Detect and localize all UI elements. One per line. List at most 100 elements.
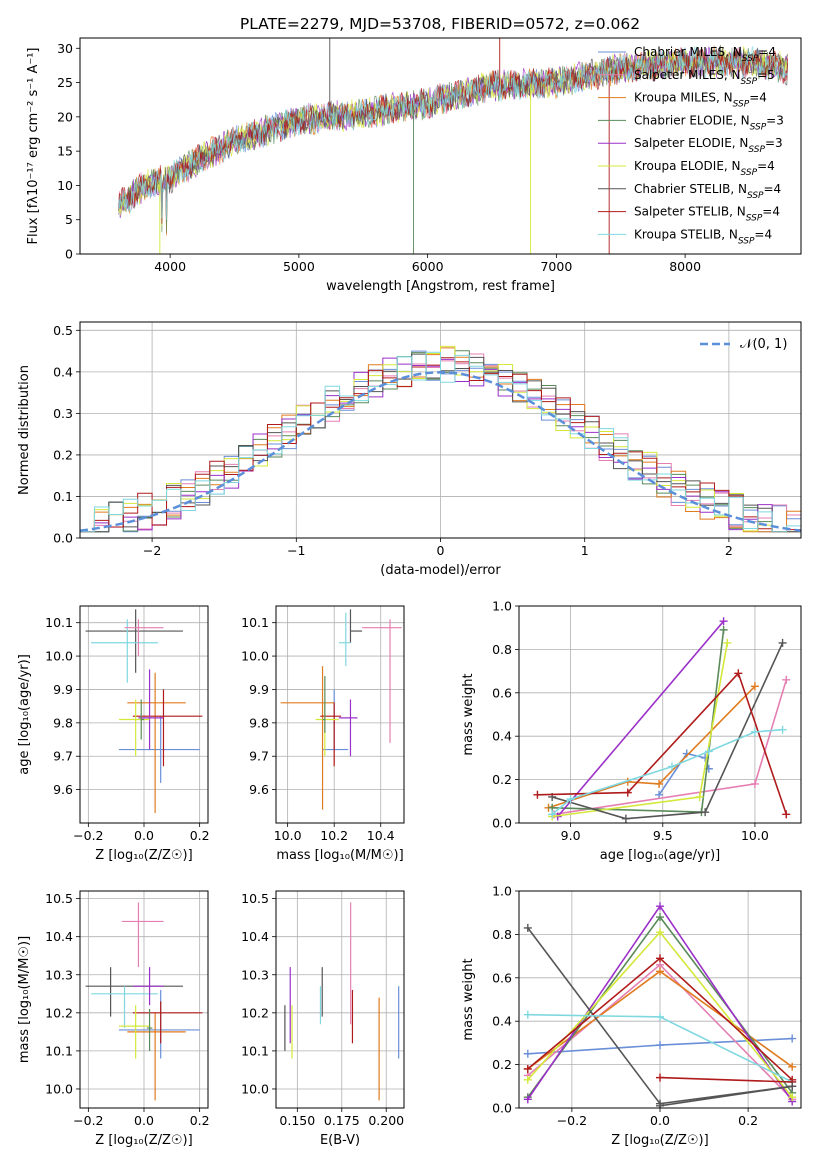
plot-area	[284, 902, 400, 1101]
x-tick-label: 0.0	[650, 1113, 670, 1128]
legend-entry: Salpeter STELIB, NSSP=4	[634, 205, 780, 224]
y-tick-label: 9.9	[249, 682, 269, 697]
y-tick-label: 25	[57, 75, 73, 90]
weight-point	[723, 638, 732, 647]
y-tick-label: 10.4	[45, 929, 73, 944]
x-axis-label: Z [log₁₀(Z/Z☉)]	[611, 1133, 708, 1148]
weight-point	[523, 1095, 532, 1104]
x-tick-label: 8000	[669, 259, 701, 274]
x-tick-label: 0.150	[279, 1113, 315, 1128]
legend-entry: Kroupa ELODIE, NSSP=4	[634, 159, 775, 178]
weight-point	[656, 928, 664, 937]
y-tick-label: 10.0	[45, 1081, 73, 1096]
x-tick-label: −0.2	[73, 1113, 103, 1128]
plot-area	[85, 609, 203, 813]
weight-point	[656, 913, 664, 922]
y-tick-label: 10	[57, 178, 73, 193]
weight-point	[788, 1034, 797, 1043]
y-tick-label: 15	[57, 144, 73, 159]
x-tick-label: 10.2	[320, 828, 348, 843]
weight-point	[778, 638, 787, 647]
weight-point	[778, 725, 787, 734]
plot-area	[533, 617, 791, 823]
x-tick-label: 0	[437, 543, 445, 558]
plot-area	[80, 345, 801, 538]
x-axis-label: mass [log₁₀(M/M☉)]	[276, 848, 403, 863]
x-tick-label: 10.4	[367, 828, 395, 843]
panel-age-vs-mass: 10.0 10.2 10.4 9.6 9.7 9.8 9.9 10.0 10.1 mass [lo…	[241, 605, 405, 863]
weight-line	[557, 620, 725, 818]
panel-mass-vs-Z: −0.2 0.0 0.2 10.0 10.1 10.2 10.3 10.4 10.5 Z [log…	[17, 890, 210, 1148]
axes-frame	[79, 37, 802, 255]
x-tick-label: 5000	[283, 259, 315, 274]
y-tick-label: 1.0	[492, 599, 512, 614]
panel-age-vs-Z: −0.2 0.0 0.2 9.6 9.7 9.8 9.9 10.0 10.1 Z [log₁₀(Z…	[17, 605, 210, 863]
x-tick-label: 0.2	[190, 828, 210, 843]
x-tick-label: 2	[725, 543, 733, 558]
plot-area	[523, 902, 797, 1108]
legend-entry: Chabrier ELODIE, NSSP=3	[634, 113, 784, 132]
y-tick-label: 1.0	[492, 884, 512, 899]
weight-point	[750, 779, 759, 788]
y-tick-label: 0.6	[492, 970, 512, 985]
y-tick-label: 20	[57, 109, 73, 124]
y-tick-label: 0	[65, 247, 73, 262]
y-tick-label: 0.3	[53, 406, 73, 421]
weight-point	[667, 762, 676, 771]
y-tick-label: 10.2	[241, 1005, 269, 1020]
weight-point	[695, 792, 704, 801]
weight-point	[788, 1093, 797, 1102]
weight-point	[523, 1049, 532, 1058]
plot-area	[118, 38, 788, 254]
x-axis-label: Z [log₁₀(Z/Z☉)]	[95, 1133, 192, 1148]
weight-point	[656, 967, 664, 976]
x-tick-label: 7000	[540, 259, 572, 274]
axes-frame	[275, 605, 405, 824]
plot-area	[85, 902, 203, 1101]
y-tick-label: 9.7	[53, 749, 73, 764]
y-tick-label: 0.1	[53, 489, 73, 504]
y-tick-label: 0.4	[492, 1014, 512, 1029]
weight-point	[719, 617, 728, 626]
x-tick-label: 0.175	[324, 1113, 360, 1128]
y-tick-label: 9.8	[53, 715, 73, 730]
x-tick-label: 10.0	[741, 828, 769, 843]
weight-point	[548, 810, 557, 819]
weight-point	[782, 810, 791, 819]
y-tick-label: 9.6	[249, 782, 269, 797]
x-tick-label: 6000	[412, 259, 444, 274]
weight-point	[734, 669, 743, 678]
y-tick-label: 0.2	[492, 1057, 512, 1072]
y-tick-label: 10.2	[45, 1005, 73, 1020]
weight-line	[551, 642, 784, 820]
x-tick-label: 9.5	[653, 828, 673, 843]
weight-point	[623, 788, 632, 797]
y-tick-label: 10.5	[241, 891, 269, 906]
y-axis-label: Normed distribution	[17, 365, 32, 495]
y-tick-label: 0.8	[492, 927, 512, 942]
x-tick-label: 1	[581, 543, 589, 558]
y-tick-label: 0.4	[53, 364, 73, 379]
x-tick-label: 0.0	[134, 828, 154, 843]
legend-entry: 𝒩(0, 1)	[740, 337, 787, 352]
weight-point	[656, 1073, 664, 1082]
x-axis-label: (data-model)/error	[380, 563, 501, 578]
y-tick-label: 5	[65, 212, 73, 227]
axes-frame	[518, 605, 802, 824]
y-tick-label: 0.2	[53, 447, 73, 462]
y-tick-label: 10.0	[241, 649, 269, 664]
weight-point	[750, 682, 759, 691]
weight-point	[750, 727, 759, 736]
weight-point	[719, 625, 728, 634]
spectrum-line	[118, 46, 788, 227]
y-tick-label: 9.6	[53, 782, 73, 797]
x-tick-label: 0.2	[190, 1113, 210, 1128]
x-tick-label: −0.2	[73, 828, 103, 843]
panel-weight-vs-Z: −0.2 0.0 0.2 0.0 0.2 0.4 0.6 0.8 1.0 Z [log₁₀(Z/Z…	[461, 884, 802, 1148]
y-tick-label: 10.3	[241, 967, 269, 982]
weight-point	[566, 795, 575, 804]
weight-point	[656, 954, 664, 963]
y-axis-label: mass [log₁₀(M/M☉)]	[17, 936, 32, 1063]
weight-point	[621, 814, 630, 823]
